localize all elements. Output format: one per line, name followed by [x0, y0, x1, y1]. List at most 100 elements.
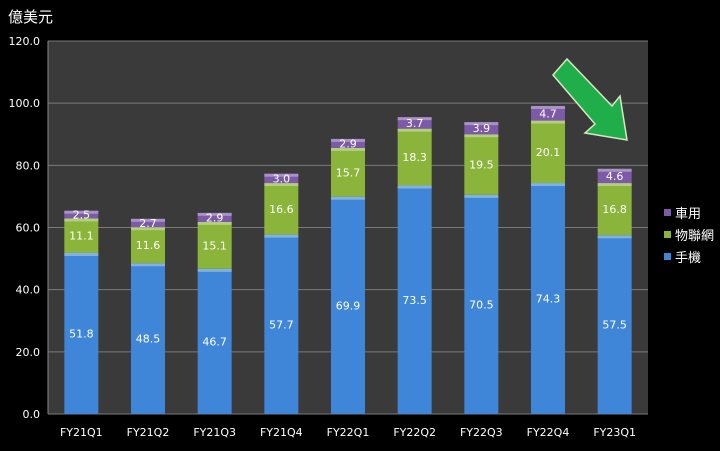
x-tick-label: FY21Q1 [60, 426, 103, 439]
bar-1 [464, 134, 499, 195]
x-tick-label: FY21Q3 [193, 426, 236, 439]
bar-1 [331, 147, 365, 197]
bar-highlight [331, 147, 365, 151]
data-label: 69.9 [336, 299, 361, 312]
bar-highlight [131, 227, 165, 231]
bar-0 [131, 263, 165, 414]
bar-2 [264, 173, 299, 184]
data-label: 48.5 [136, 333, 161, 346]
legend-label: 物聯網 [675, 229, 714, 244]
bar-2 [531, 105, 565, 121]
bar-highlight [597, 235, 632, 239]
bar-highlight [397, 117, 432, 121]
bar-2 [197, 212, 232, 222]
legend-swatch [664, 209, 671, 216]
y-tick-label: 20.0 [16, 346, 41, 359]
bar-0 [464, 194, 499, 414]
bar-2 [464, 122, 499, 135]
bar-0 [197, 268, 232, 414]
bar-highlight [131, 263, 165, 267]
bar-highlight [331, 196, 365, 200]
bar-1 [264, 183, 299, 235]
bar-highlight [464, 122, 499, 126]
x-tick-label: FY22Q2 [393, 426, 436, 439]
legend-swatch [664, 231, 671, 238]
data-label: 57.7 [269, 318, 294, 331]
x-tick-label: FY21Q2 [127, 426, 170, 439]
data-label: 15.7 [336, 166, 361, 179]
bar-2 [131, 218, 165, 228]
bar-1 [197, 221, 232, 269]
data-label: 70.5 [469, 298, 494, 311]
bar-highlight [531, 120, 565, 124]
bar-2 [397, 117, 432, 129]
bar-highlight [197, 221, 232, 225]
bar-0 [531, 183, 565, 414]
data-label: 11.6 [136, 239, 161, 252]
x-tick-label: FY22Q3 [460, 426, 503, 439]
legend-swatch [664, 253, 671, 260]
bar-highlight [397, 185, 432, 189]
bar-1 [64, 218, 99, 253]
bar-1 [397, 128, 432, 186]
trend-arrow-icon [552, 57, 628, 141]
data-label: 3.9 [473, 122, 491, 135]
bar-highlight [531, 183, 565, 187]
y-tick-label: 80.0 [16, 159, 41, 172]
data-label: 3.0 [273, 172, 291, 185]
y-tick-label: 40.0 [16, 284, 41, 297]
data-label: 16.6 [269, 203, 294, 216]
data-label: 16.8 [602, 203, 627, 216]
bar-highlight [331, 138, 365, 142]
bar-0 [264, 234, 299, 414]
bar-0 [64, 252, 99, 414]
bar-1 [597, 183, 632, 236]
bar-0 [397, 185, 432, 414]
bar-highlight [464, 134, 499, 138]
bar-1 [531, 120, 565, 184]
data-label: 18.3 [402, 151, 427, 164]
bar-0 [597, 235, 632, 414]
bar-highlight [264, 173, 299, 177]
bar-highlight [264, 234, 299, 238]
bar-highlight [597, 168, 632, 172]
bar-1 [131, 227, 165, 264]
y-axis-unit-label: 億美元 [8, 8, 54, 26]
x-tick-label: FY23Q1 [593, 426, 636, 439]
data-label: 74.3 [536, 293, 561, 306]
data-label: 2.7 [139, 217, 157, 230]
bar-highlight [397, 128, 432, 132]
bar-highlight [197, 268, 232, 272]
bar-highlight [597, 183, 632, 187]
bar-2 [597, 168, 632, 184]
bar-highlight [197, 212, 232, 216]
bar-0 [331, 196, 365, 414]
data-label: 57.5 [602, 319, 627, 332]
bar-highlight [64, 218, 99, 222]
x-tick-label: FY22Q4 [527, 426, 570, 439]
data-label: 2.9 [206, 211, 224, 224]
x-tick-label: FY22Q1 [327, 426, 370, 439]
data-label: 20.1 [536, 146, 561, 159]
y-tick-label: 100.0 [9, 97, 41, 110]
bar-highlight [464, 194, 499, 198]
bar-2 [331, 138, 365, 148]
data-label: 4.7 [539, 107, 557, 120]
data-label: 3.7 [406, 117, 424, 130]
data-label: 73.5 [402, 294, 427, 307]
x-tick-label: FY21Q4 [260, 426, 303, 439]
data-label: 15.1 [202, 239, 227, 252]
y-tick-label: 120.0 [9, 35, 41, 48]
data-label: 4.6 [606, 170, 624, 183]
data-label: 51.8 [69, 327, 94, 340]
y-tick-label: 60.0 [16, 222, 41, 235]
data-label: 2.9 [339, 137, 357, 150]
data-label: 19.5 [469, 159, 494, 172]
bar-highlight [131, 218, 165, 222]
data-label: 11.1 [69, 230, 94, 243]
data-label: 2.5 [73, 209, 91, 222]
legend-label: 車用 [675, 207, 701, 222]
bar-highlight [264, 183, 299, 187]
y-tick-label: 0.0 [23, 408, 41, 421]
